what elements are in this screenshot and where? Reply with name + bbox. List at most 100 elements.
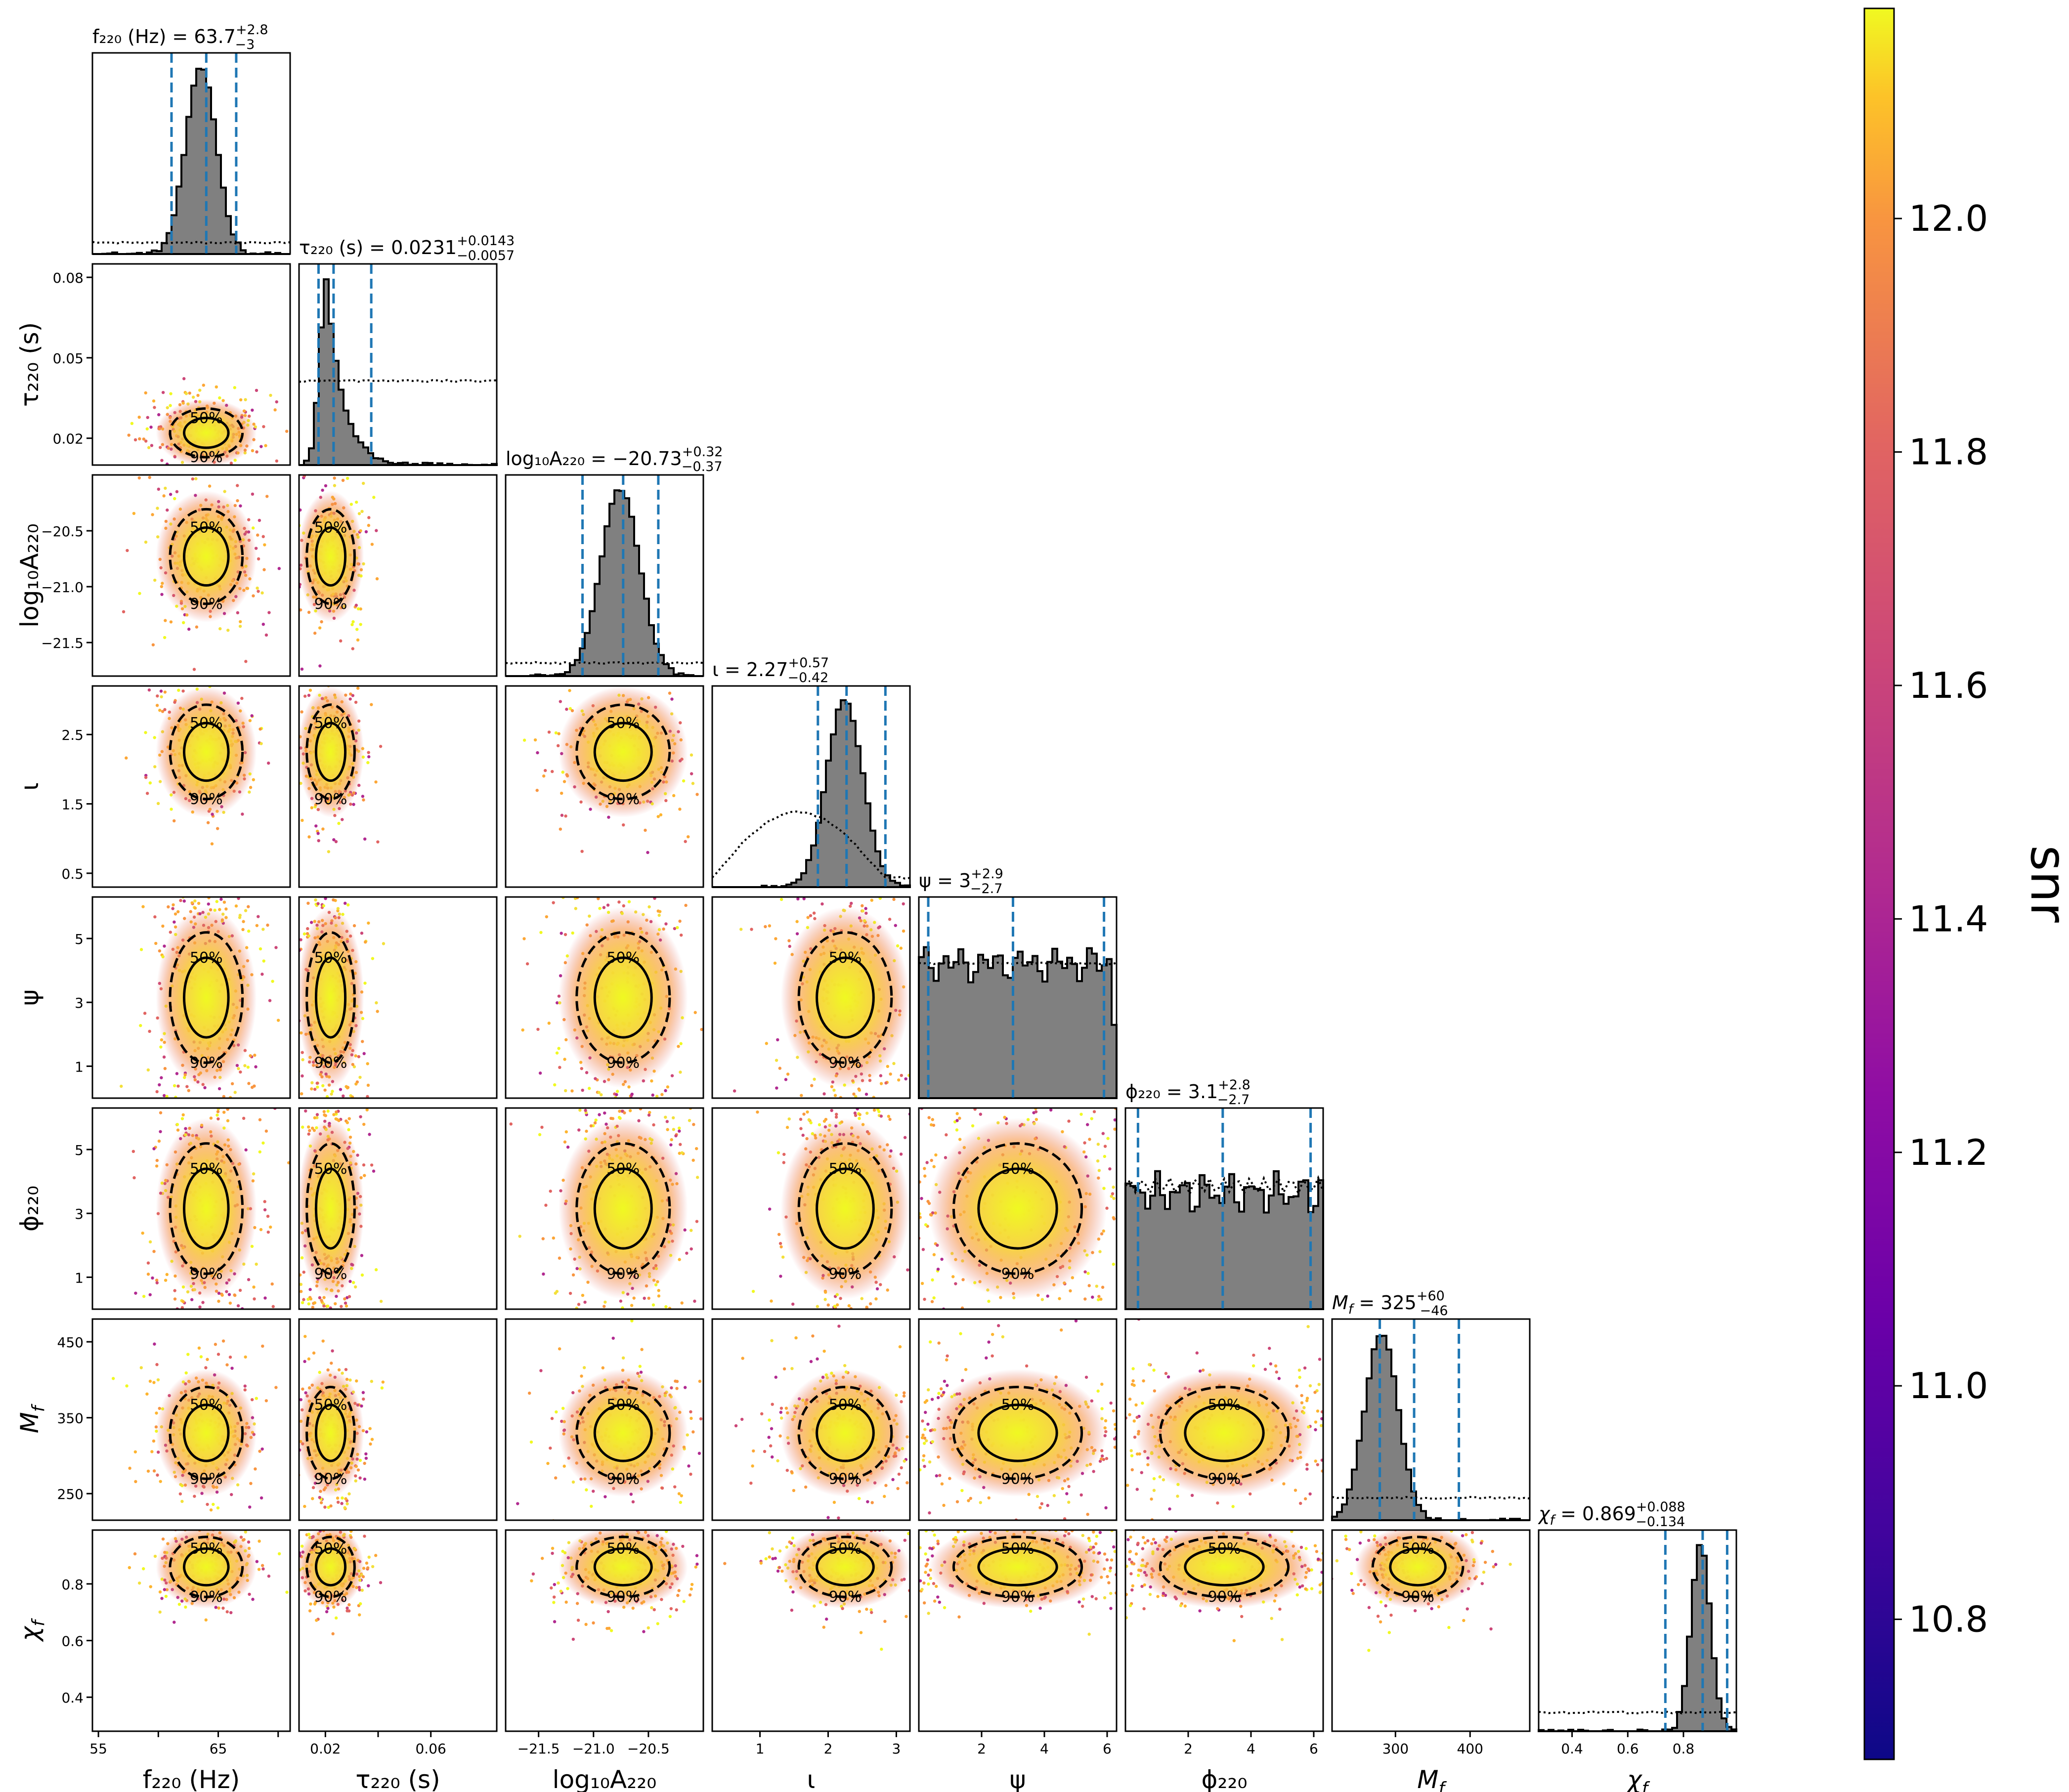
contour-label-90-7-2: 90% (606, 1588, 640, 1606)
title-Mf: Mf = 325+60 −46 (1332, 1288, 1448, 1319)
scatter-Mf-vs-tau220: 50% 90% (299, 1334, 385, 1510)
scatter-Mf-vs-phi220: 50% 90% (1125, 1319, 1323, 1520)
histogram-Mf (1331, 1334, 1530, 1521)
ytick-label-Mf-2: 450 (57, 1334, 84, 1351)
panel-Mf-vs-iota: 50% 90% (711, 1318, 911, 1521)
contour-label-50-3-1: 50% (314, 715, 347, 732)
xlabel-iota: ι (807, 1765, 816, 1792)
contour-90-4-2 (575, 931, 671, 1064)
panel-phi220-vs-iota: 50% 90% (711, 1107, 911, 1310)
contour-50-5-4 (977, 1167, 1058, 1250)
contour-label-50-7-5: 50% (1208, 1540, 1241, 1557)
contour-label-50-6-0: 50% (190, 1397, 223, 1414)
contour-50-7-3 (816, 1547, 875, 1587)
scatter-chif-vs-f220: 50% 90% (128, 1530, 289, 1624)
contour-label-90-2-1: 90% (314, 596, 347, 613)
contour-label-50-7-3: 50% (829, 1540, 862, 1557)
scatter-logA220-vs-tau220: 50% 90% (299, 475, 379, 671)
ytick-label-logA220-1: −21.0 (41, 579, 84, 596)
panel-psi-vs-f220: 50% 90% 1 3 5 ψ (15, 896, 291, 1099)
contour-label-50-6-4: 50% (1001, 1397, 1034, 1414)
frame-7-5 (1124, 1529, 1324, 1732)
contour-label-50-1-0: 50% (190, 410, 223, 427)
scatter-iota-vs-f220: 50% 90% (125, 686, 270, 846)
xlabel-phi220: ϕ₂₂₀ (1201, 1765, 1247, 1792)
panel-psi-vs-psi: ψ = 3+2.9 −2.7 (918, 866, 1118, 1099)
contour-label-90-4-3: 90% (829, 1054, 862, 1071)
panel-chif-vs-tau220: 50% 90% 0.02 0.06 τ₂₂₀ (s) (298, 1529, 498, 1792)
ytick-label-chif-2: 0.8 (61, 1577, 84, 1593)
contour-90-5-4 (952, 1142, 1083, 1275)
contour-90-6-3 (797, 1385, 893, 1480)
contour-label-50-5-0: 50% (190, 1160, 223, 1178)
ytick-label-Mf-0: 250 (57, 1486, 84, 1502)
contour-50-6-1 (314, 1404, 347, 1462)
ytick-label-iota-2: 2.5 (61, 727, 84, 743)
contour-label-90-5-4: 90% (1001, 1265, 1034, 1282)
frame-3-0 (91, 685, 291, 888)
frame-4-4 (918, 896, 1118, 1099)
xtick-label-Mf-1: 400 (1457, 1741, 1483, 1757)
prior-psi (918, 961, 1117, 966)
panel-chif-vs-f220: 50% 90% 0.4 0.6 0.8 χf 55 65 f₂₂₀ (Hz) (15, 1529, 291, 1792)
contour-90-2-0 (169, 508, 244, 605)
panel-Mf-vs-phi220: 50% 90% (1124, 1318, 1324, 1521)
contour-90-7-4 (952, 1536, 1083, 1598)
scatter-phi220-vs-logA220: 50% 90% (509, 1108, 699, 1309)
histogram-logA220 (506, 489, 703, 677)
xtick-label-f220-2: 65 (210, 1741, 227, 1757)
ylabel-phi220-text: ϕ₂₂₀ (15, 1186, 44, 1232)
panel-iota-vs-tau220: 50% 90% (298, 685, 498, 888)
contour-label-50-6-5: 50% (1208, 1397, 1241, 1414)
frame-6-6 (1331, 1318, 1531, 1521)
colorbar-gradient (1863, 7, 1895, 1760)
contour-label-90-5-1: 90% (314, 1265, 347, 1282)
frame-5-1 (298, 1107, 498, 1310)
xlabel-chif: χf (1626, 1765, 1650, 1792)
panel-chif-vs-logA220: 50% 90% −21.5 −21.0 −20.5 log₁₀A₂₂₀ (505, 1529, 704, 1792)
title-iota: ι = 2.27+0.57 −0.42 (712, 655, 829, 685)
panel-tau220-vs-tau220: τ₂₂₀ (s) = 0.0231+0.0143 −0.0057 (298, 233, 515, 466)
xtick-label-logA220-1: −21.0 (572, 1741, 615, 1757)
ytick-label-phi220-1: 3 (75, 1206, 84, 1222)
xlabel-f220: f₂₂₀ (Hz) (143, 1765, 240, 1792)
histogram-tau220 (299, 278, 498, 466)
xtick-label-Mf-0: 300 (1382, 1741, 1409, 1757)
panel-phi220-vs-f220: 50% 90% 1 3 5 ϕ₂₂₀ (15, 1107, 291, 1310)
panel-Mf-vs-logA220: 50% 90% (505, 1318, 704, 1521)
contour-label-50-2-0: 50% (190, 519, 223, 537)
scatter-chif-vs-Mf: 50% 90% (1332, 1530, 1512, 1652)
frame-7-1 (298, 1529, 498, 1732)
xtick-label-tau220-0: 0.02 (310, 1741, 341, 1757)
ylabel-iota-text: ι (15, 782, 44, 791)
contour-label-90-3-0: 90% (190, 791, 223, 808)
contour-label-50-7-4: 50% (1001, 1540, 1034, 1557)
contour-label-50-6-3: 50% (829, 1397, 862, 1414)
contour-90-5-1 (305, 1142, 356, 1275)
prior-logA220 (505, 661, 704, 665)
contour-90-6-0 (169, 1385, 244, 1480)
panel-psi-vs-tau220: 50% 90% (298, 896, 498, 1099)
frame-0-0 (91, 52, 291, 255)
ytick-label-logA220-0: −21.5 (41, 635, 84, 651)
prior-f220 (92, 241, 291, 245)
colorbar-tick-label-1: 11.0 (1909, 1365, 1988, 1407)
contour-90-7-3 (797, 1536, 893, 1598)
ylabel-Mf-text: Mf (15, 1404, 49, 1433)
title-psi: ψ = 3+2.9 −2.7 (919, 866, 1003, 896)
ylabel-psi-text: ψ (15, 989, 44, 1006)
ytick-label-logA220-2: −20.5 (41, 523, 84, 540)
scatter-logA220-vs-f220: 50% 90% (122, 475, 281, 671)
scatter-phi220-vs-f220: 50% 90% (131, 1108, 290, 1309)
ytick-label-Mf-1: 350 (57, 1410, 84, 1427)
xtick-label-logA220-0: −21.5 (517, 1741, 560, 1757)
frame-7-4 (918, 1529, 1118, 1732)
frame-6-5 (1124, 1318, 1324, 1521)
scatter-tau220-vs-f220: 50% 90% (127, 377, 289, 465)
contour-90-6-4 (952, 1385, 1083, 1480)
scatter-iota-vs-logA220: 50% 90% (522, 686, 699, 854)
contour-90-6-2 (575, 1385, 671, 1480)
frame-7-7 (1538, 1529, 1737, 1732)
ylabel-tau220: τ₂₂₀ (s) (15, 322, 44, 407)
contour-label-50-2-1: 50% (314, 519, 347, 537)
